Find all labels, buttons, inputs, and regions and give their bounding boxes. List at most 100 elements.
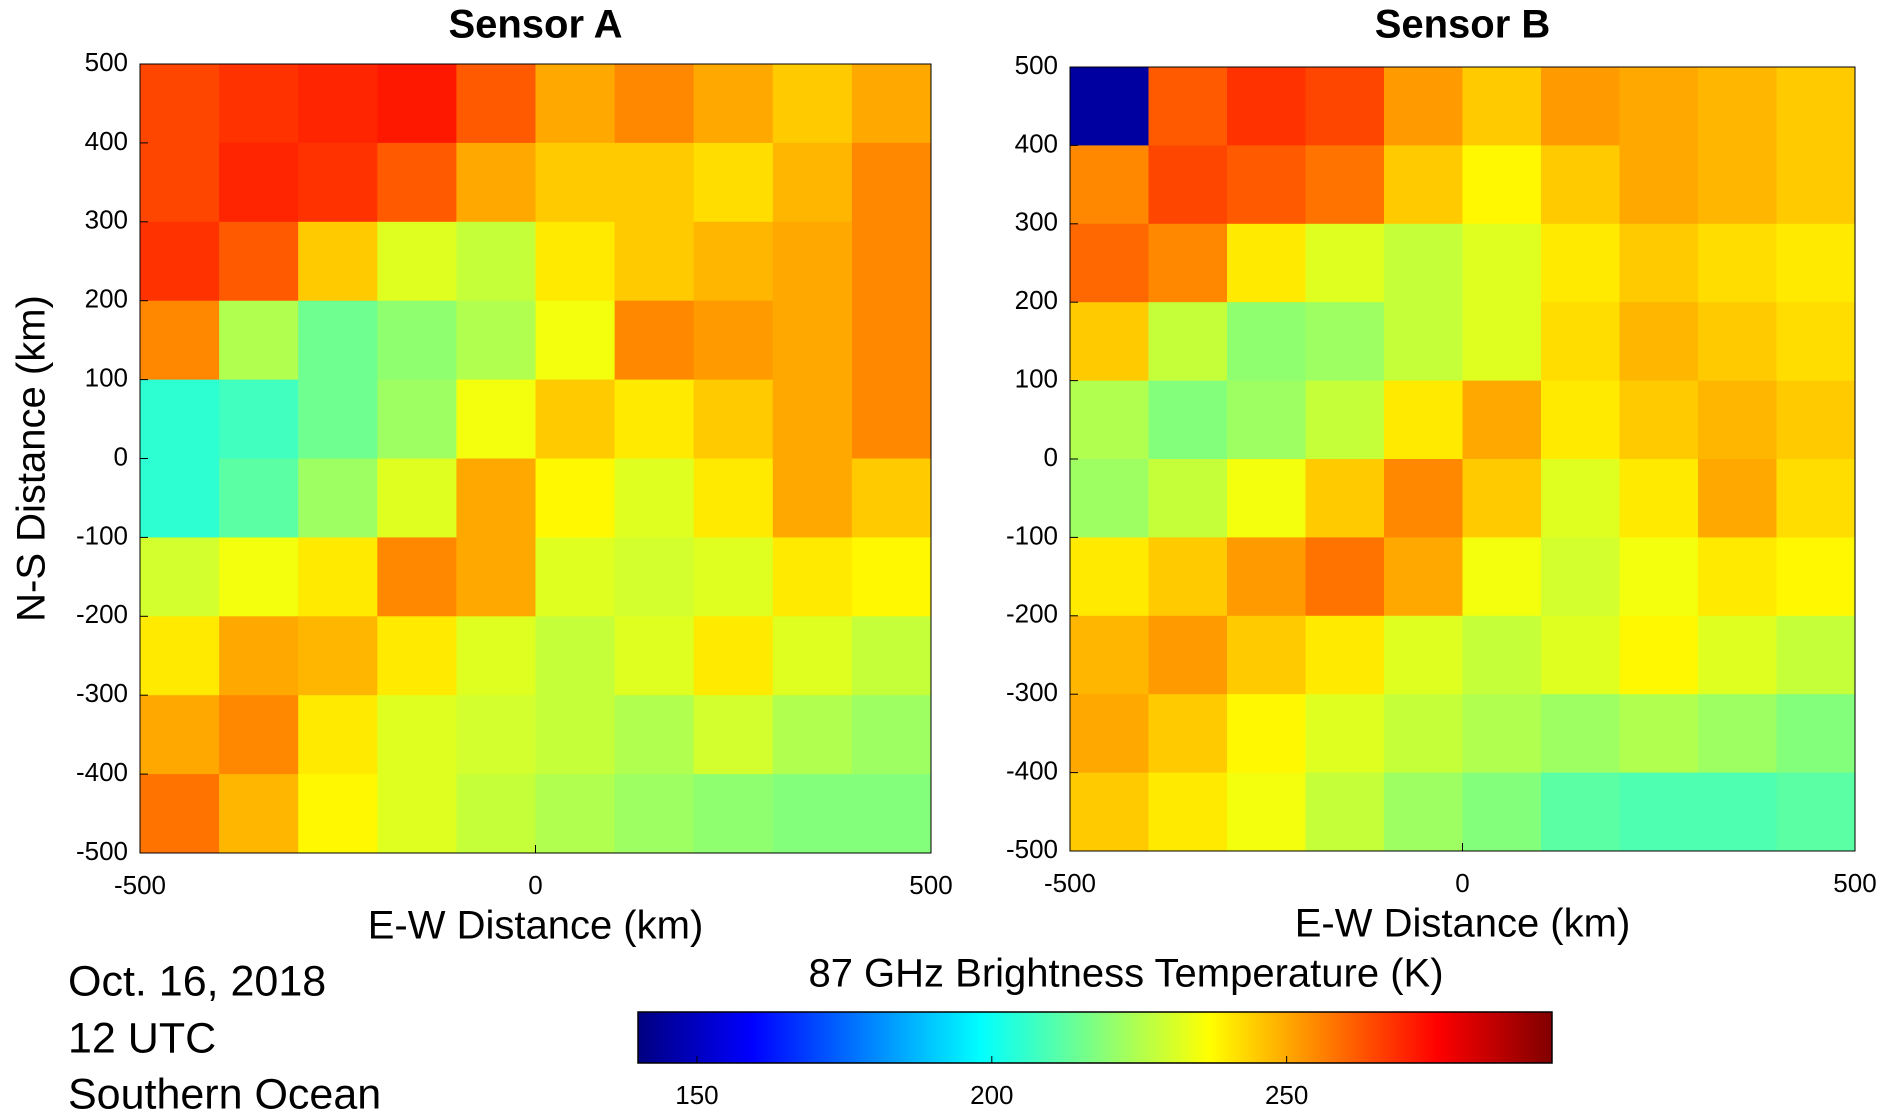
heatmap-cell bbox=[1541, 772, 1620, 852]
heatmap-cell bbox=[377, 379, 457, 459]
heatmap-cell bbox=[1070, 694, 1149, 774]
heatmap-cell bbox=[1619, 380, 1699, 460]
heatmap-cell bbox=[1541, 223, 1620, 303]
heatmap-cell bbox=[1384, 302, 1463, 382]
heatmap-cell bbox=[772, 64, 853, 144]
heatmap-cell bbox=[1619, 145, 1699, 225]
heatmap-cell bbox=[851, 774, 932, 854]
y-tick-label: 0 bbox=[114, 441, 128, 471]
heatmap-cell bbox=[535, 695, 616, 775]
heatmap-cell bbox=[1070, 380, 1149, 460]
x-tick-label: 0 bbox=[528, 870, 542, 900]
heatmap-cell bbox=[456, 64, 536, 144]
heatmap-cell bbox=[1776, 380, 1856, 460]
heatmap-cell bbox=[1227, 380, 1306, 460]
heatmap-cell bbox=[1776, 145, 1856, 225]
heatmap-cell bbox=[1227, 223, 1306, 303]
heatmap-cell bbox=[1148, 67, 1228, 146]
heatmap-cell bbox=[298, 379, 378, 459]
heatmap-cell bbox=[140, 379, 220, 459]
heatmap-cell bbox=[1070, 302, 1149, 382]
y-tick-label: 300 bbox=[85, 205, 128, 235]
heatmap-cell bbox=[1462, 380, 1542, 460]
y-tick-label: 500 bbox=[85, 47, 128, 77]
heatmap-cell bbox=[1070, 772, 1149, 852]
heatmap-cell bbox=[377, 300, 457, 381]
heatmap-cell bbox=[1305, 145, 1385, 225]
heatmap-cell bbox=[1698, 537, 1777, 617]
y-tick-label: -300 bbox=[1006, 677, 1058, 707]
y-tick-label: 200 bbox=[85, 284, 128, 314]
heatmap-cell bbox=[851, 695, 932, 775]
heatmap-cell bbox=[298, 458, 378, 538]
heatmap-cell bbox=[535, 300, 616, 381]
heatmap-cell bbox=[140, 458, 220, 538]
panel-title: Sensor B bbox=[1375, 3, 1551, 47]
heatmap-cell bbox=[140, 695, 220, 775]
heatmap-cell bbox=[1541, 537, 1620, 617]
heatmap-cell bbox=[298, 221, 378, 302]
heatmap-cell bbox=[298, 64, 378, 144]
heatmap-cell bbox=[851, 300, 932, 381]
heatmap-cell bbox=[1384, 223, 1463, 303]
heatmap-cell bbox=[1148, 537, 1228, 617]
y-tick-label: -400 bbox=[1006, 755, 1058, 785]
heatmap-cell bbox=[1227, 537, 1306, 617]
heatmap-cell bbox=[456, 379, 536, 459]
heatmap-cell bbox=[1619, 67, 1699, 146]
heatmap-cell bbox=[1305, 67, 1385, 146]
heatmap-cell bbox=[614, 300, 695, 381]
x-tick-label: 500 bbox=[909, 870, 952, 900]
heatmap-cell bbox=[219, 142, 299, 223]
y-tick-label: -400 bbox=[76, 757, 128, 787]
heatmap-cell bbox=[140, 64, 220, 144]
heatmap-cell bbox=[377, 221, 457, 302]
heatmap-cell bbox=[535, 458, 616, 538]
heatmap-cell bbox=[219, 221, 299, 302]
y-tick-label: -100 bbox=[76, 520, 128, 550]
heatmap-cell bbox=[1776, 67, 1856, 146]
heatmap-cell bbox=[1148, 380, 1228, 460]
heatmap-cell bbox=[456, 221, 536, 302]
heatmap-cell bbox=[219, 379, 299, 459]
heatmap-cell bbox=[1227, 694, 1306, 774]
heatmap-cell bbox=[1698, 223, 1777, 303]
heatmap-cell bbox=[456, 695, 536, 775]
heatmap-cell bbox=[1462, 615, 1542, 695]
y-tick-label: -200 bbox=[1006, 599, 1058, 629]
heatmap-cell bbox=[298, 142, 378, 223]
heatmap-cell bbox=[614, 221, 695, 302]
heatmap-cell bbox=[1070, 223, 1149, 303]
heatmap-cell bbox=[1305, 223, 1385, 303]
heatmap-cell bbox=[693, 379, 774, 459]
heatmap-cell bbox=[140, 142, 220, 223]
y-tick-label: 200 bbox=[1015, 285, 1058, 315]
heatmap-cell bbox=[1776, 772, 1856, 852]
heatmap-cell bbox=[1541, 145, 1620, 225]
heatmap-cell bbox=[298, 537, 378, 617]
heatmap-cell bbox=[1227, 145, 1306, 225]
y-tick-label: -500 bbox=[76, 836, 128, 866]
heatmap-cell bbox=[1462, 459, 1542, 538]
heatmap-cell bbox=[298, 300, 378, 381]
heatmap-cell bbox=[1619, 615, 1699, 695]
heatmap-cell bbox=[377, 695, 457, 775]
heatmap-cell bbox=[1305, 537, 1385, 617]
heatmap-cell bbox=[693, 537, 774, 617]
heatmap-cell bbox=[772, 300, 853, 381]
heatmap-cell bbox=[1698, 459, 1777, 538]
heatmap-cell bbox=[1070, 615, 1149, 695]
heatmap-cell bbox=[1384, 67, 1463, 146]
y-tick-label: 400 bbox=[85, 126, 128, 156]
heatmap-cell bbox=[772, 616, 853, 696]
x-axis-label: E-W Distance (km) bbox=[368, 904, 704, 948]
colorbar-tick-label: 150 bbox=[675, 1080, 718, 1110]
heatmap-cell bbox=[1070, 67, 1149, 146]
heatmap-cell bbox=[1227, 772, 1306, 852]
heatmap-cell bbox=[851, 221, 932, 302]
colorbar bbox=[637, 1011, 1553, 1064]
heatmap-cell bbox=[535, 142, 616, 223]
heatmap-cell bbox=[1148, 223, 1228, 303]
heatmap-cell bbox=[1305, 694, 1385, 774]
heatmap-cell bbox=[1227, 67, 1306, 146]
